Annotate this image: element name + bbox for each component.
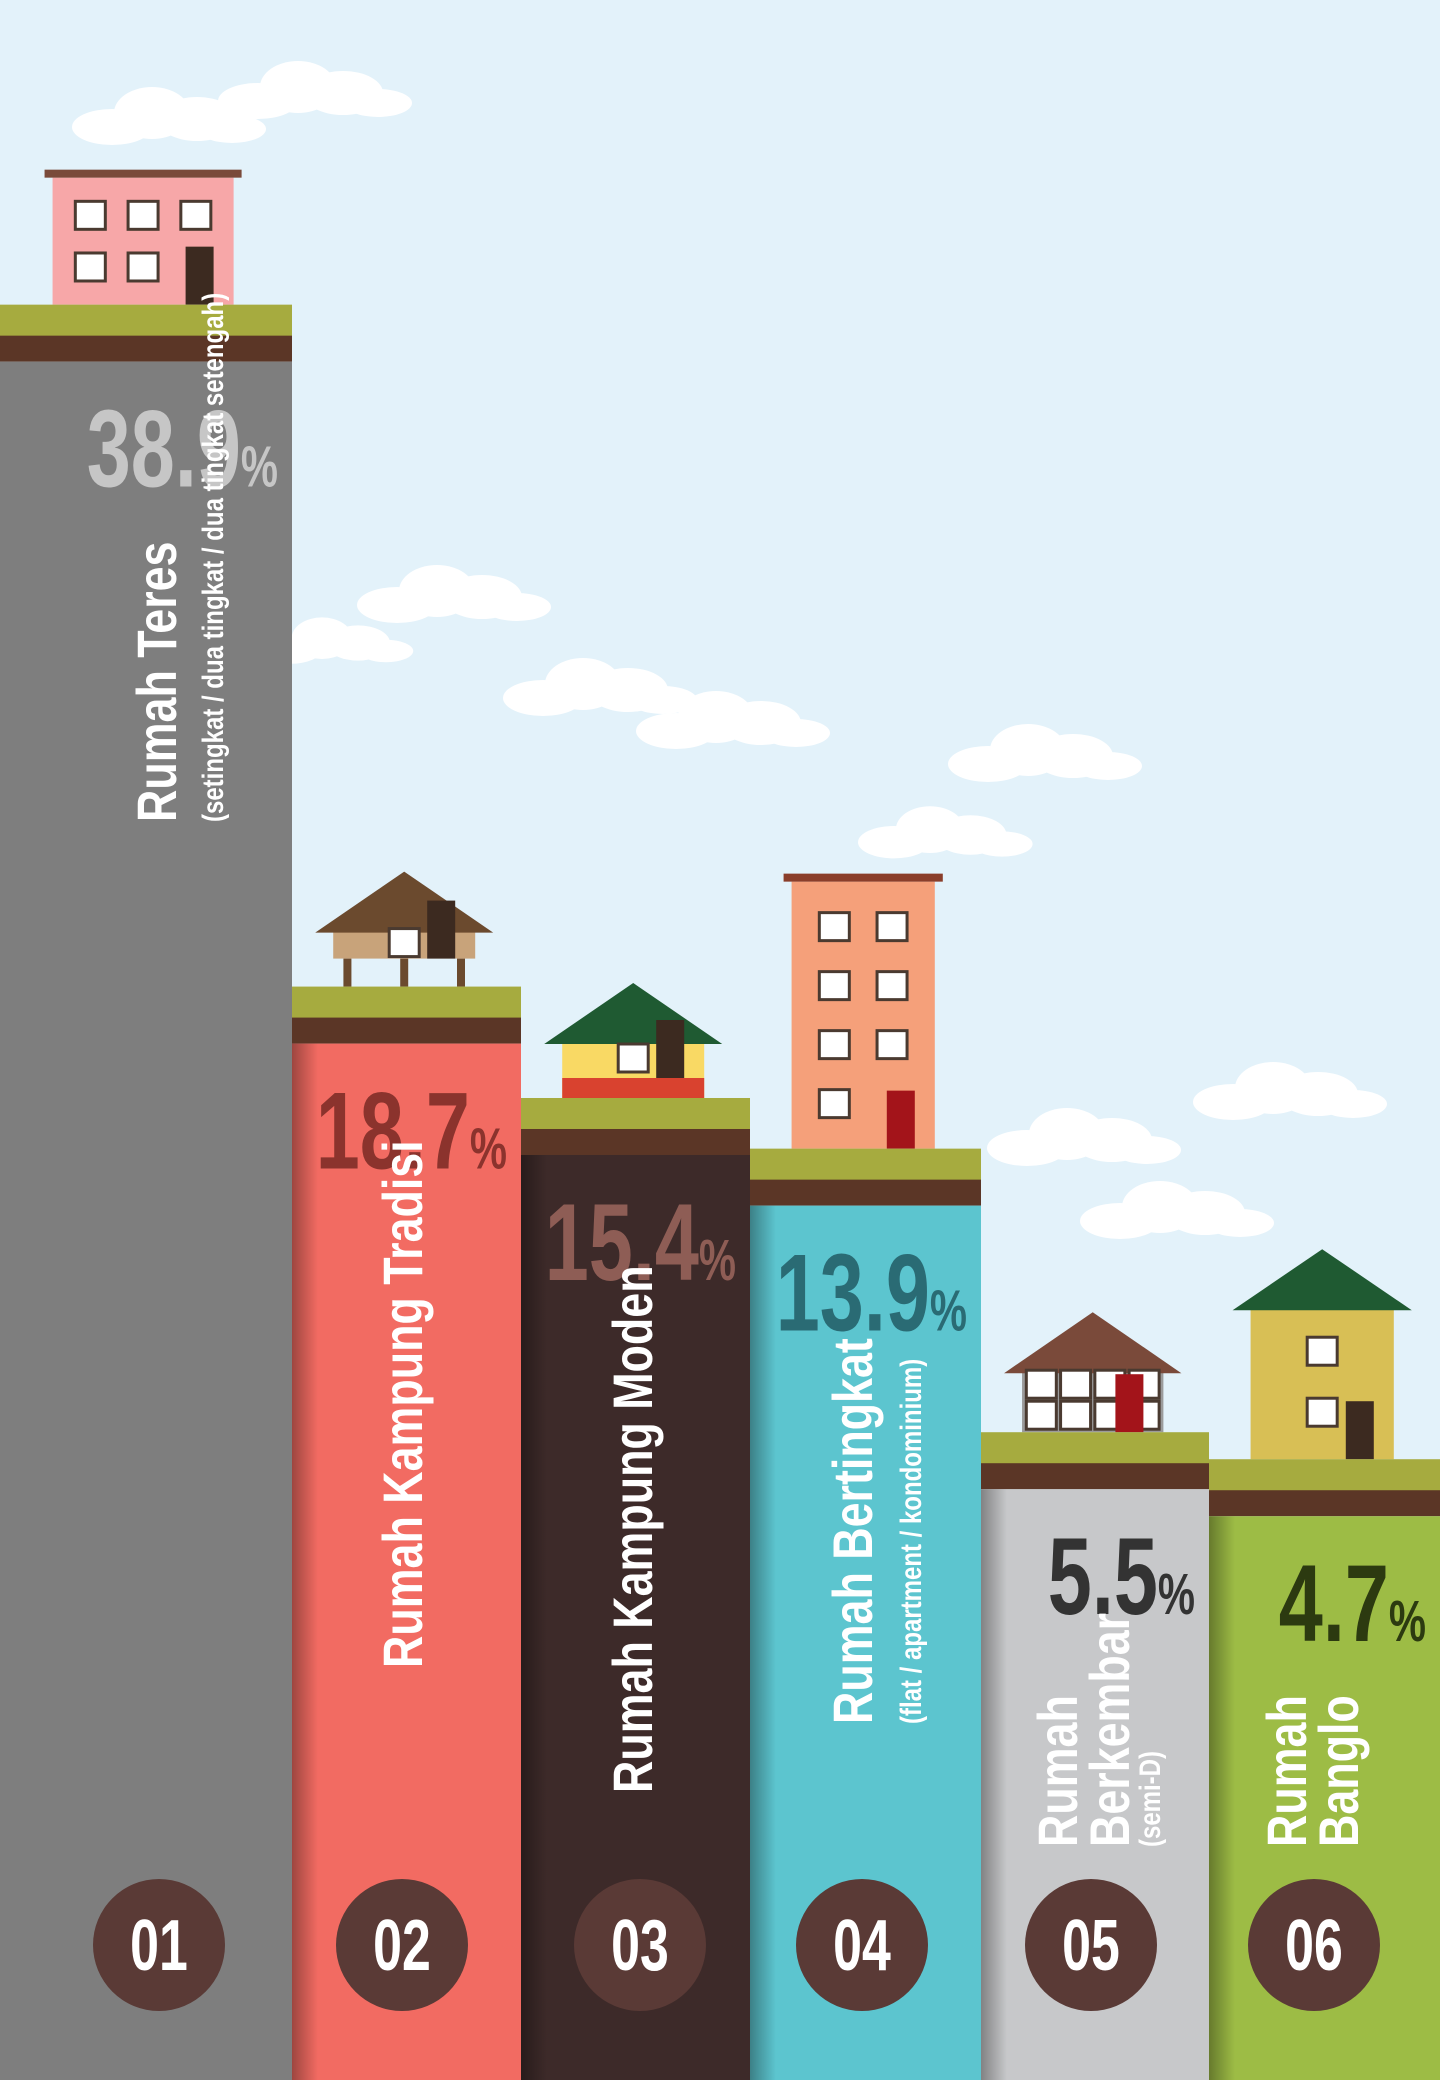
cloud-puff: [762, 719, 830, 747]
house: [784, 874, 943, 1149]
window: [877, 972, 907, 1000]
window: [389, 929, 419, 957]
value-unit: %: [1158, 1561, 1195, 1626]
bar-shadow: [521, 1155, 547, 2080]
number-label: 06: [1285, 1906, 1343, 1986]
grass: [1209, 1459, 1440, 1493]
value-number: 4.7: [1279, 1543, 1389, 1666]
grass: [0, 305, 292, 339]
value-unit: %: [241, 434, 278, 499]
window: [75, 201, 105, 229]
door: [1115, 1374, 1143, 1432]
roof: [45, 170, 242, 178]
dirt: [0, 336, 292, 362]
page: 38.9%Rumah Teres(setingkat / dua tingkat…: [0, 0, 1440, 2080]
window: [1307, 1398, 1337, 1426]
value-unit: %: [1389, 1588, 1426, 1653]
window: [128, 253, 158, 281]
window: [1026, 1401, 1056, 1429]
cloud-puff: [344, 89, 412, 117]
number-label: 01: [130, 1906, 188, 1986]
cloud-puff: [1074, 752, 1142, 780]
dirt: [981, 1463, 1209, 1489]
value-number: 13.9: [776, 1232, 930, 1355]
grass: [750, 1149, 981, 1183]
window: [819, 972, 849, 1000]
grass: [521, 1098, 750, 1132]
door: [1346, 1401, 1374, 1459]
window: [877, 913, 907, 941]
chart: 38.9%Rumah Teres(setingkat / dua tingkat…: [0, 0, 1440, 2080]
grass: [292, 987, 521, 1021]
window: [181, 201, 211, 229]
window: [75, 253, 105, 281]
dirt: [521, 1129, 750, 1155]
window: [819, 913, 849, 941]
grass: [981, 1432, 1209, 1466]
label-line: Banglo: [1307, 1695, 1370, 1847]
dirt: [1209, 1490, 1440, 1516]
stilt: [400, 959, 408, 987]
door: [427, 901, 455, 959]
window: [1026, 1370, 1056, 1398]
cloud-puff: [198, 115, 266, 143]
category-label: Rumah Bertingkat: [821, 1338, 884, 1724]
window: [1061, 1370, 1091, 1398]
cloud-puff: [1113, 1136, 1181, 1164]
door: [887, 1091, 915, 1149]
value-unit: %: [470, 1116, 507, 1181]
window: [618, 1044, 648, 1072]
stilt: [457, 959, 465, 987]
category-label: Rumah Teres: [125, 542, 188, 822]
cloud-puff: [971, 831, 1032, 856]
window: [1061, 1401, 1091, 1429]
number-label: 04: [833, 1906, 891, 1986]
category-label: Rumah Kampung Moden: [601, 1265, 664, 1793]
dirt: [292, 1018, 521, 1044]
bar-shadow: [292, 1044, 318, 2080]
number-label: 05: [1062, 1906, 1120, 1986]
door: [656, 1020, 684, 1078]
number-label: 02: [373, 1906, 431, 1986]
value-unit: %: [930, 1278, 967, 1343]
category-subtitle: (semi-D): [1132, 1751, 1166, 1847]
dirt: [750, 1180, 981, 1206]
stilt: [343, 959, 351, 987]
window: [877, 1031, 907, 1059]
cloud-puff: [1206, 1209, 1274, 1237]
window: [128, 201, 158, 229]
window: [819, 1090, 849, 1118]
cloud-puff: [483, 593, 551, 621]
bar-shadow: [981, 1489, 1007, 2080]
bar-shadow: [1209, 1516, 1235, 2080]
category-label: RumahBanglo: [1255, 1695, 1370, 1847]
window: [1307, 1337, 1337, 1365]
window: [819, 1031, 849, 1059]
cloud-puff: [1319, 1090, 1387, 1118]
cloud-puff: [359, 640, 413, 662]
brick-base: [562, 1078, 704, 1098]
roof: [784, 874, 943, 882]
category-label: Rumah Kampung Tradisi: [371, 1140, 434, 1668]
value-unit: %: [699, 1227, 736, 1292]
house: [45, 170, 242, 305]
number-label: 03: [611, 1906, 669, 1986]
bar-shadow: [750, 1206, 776, 2080]
category-subtitle: (setingkat / dua tingkat / dua tingkat s…: [195, 293, 229, 822]
category-subtitle: (flat / apartment / kondominium): [893, 1359, 927, 1724]
